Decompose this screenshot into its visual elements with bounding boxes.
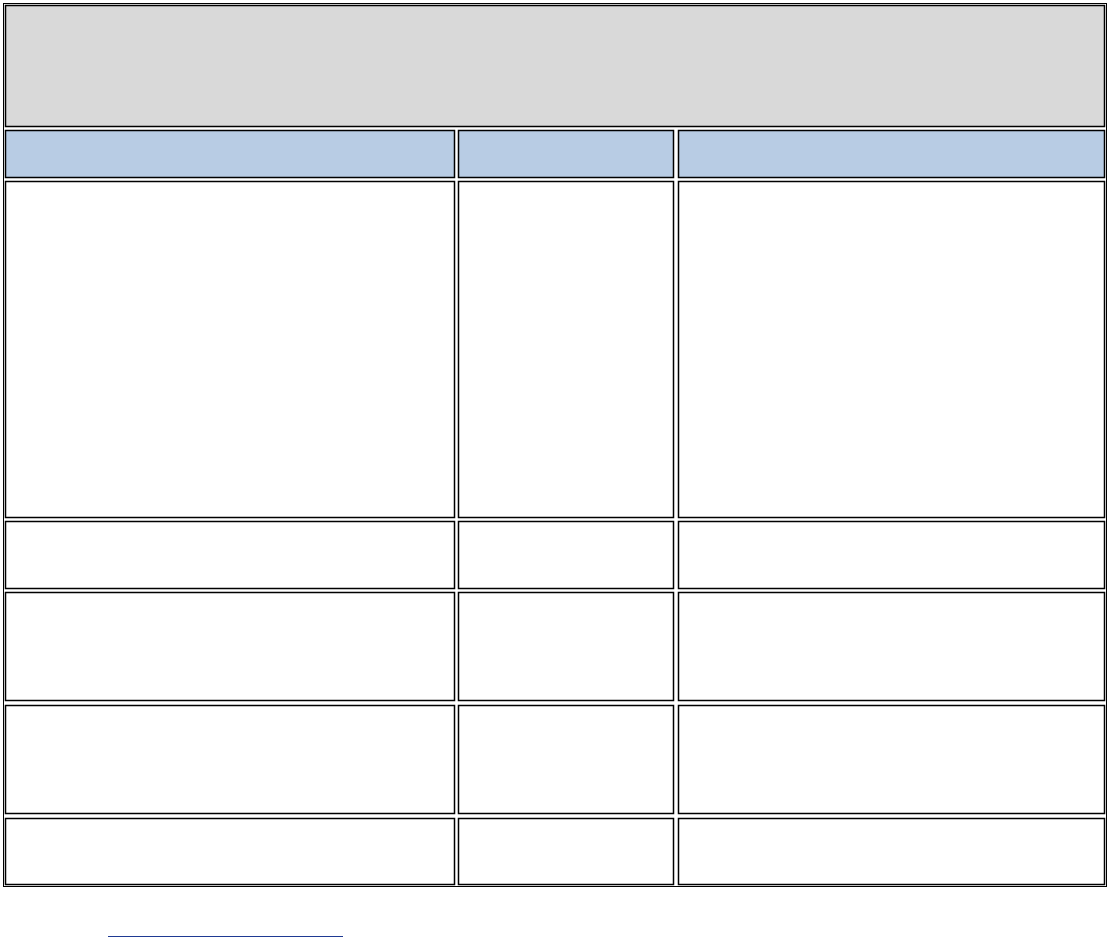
table-cell xyxy=(677,591,1106,702)
table-cell xyxy=(677,180,1106,519)
table-cell xyxy=(4,817,456,886)
table-cell xyxy=(457,520,675,590)
table-cell xyxy=(457,817,675,886)
title-cell xyxy=(4,4,1106,128)
table-cell xyxy=(457,591,675,702)
table-cell xyxy=(4,591,456,702)
table-cell xyxy=(457,704,675,815)
table-cell xyxy=(457,180,675,519)
table-cell xyxy=(677,520,1106,590)
table-cell xyxy=(677,817,1106,886)
table-cell xyxy=(4,520,456,590)
table-cell xyxy=(677,704,1106,815)
header-cell xyxy=(457,129,675,179)
table-border xyxy=(3,3,1107,887)
header-cell xyxy=(677,129,1106,179)
table-cell xyxy=(4,704,456,815)
table-cell xyxy=(4,180,456,519)
header-cell xyxy=(4,129,456,179)
table-body xyxy=(4,180,1106,886)
